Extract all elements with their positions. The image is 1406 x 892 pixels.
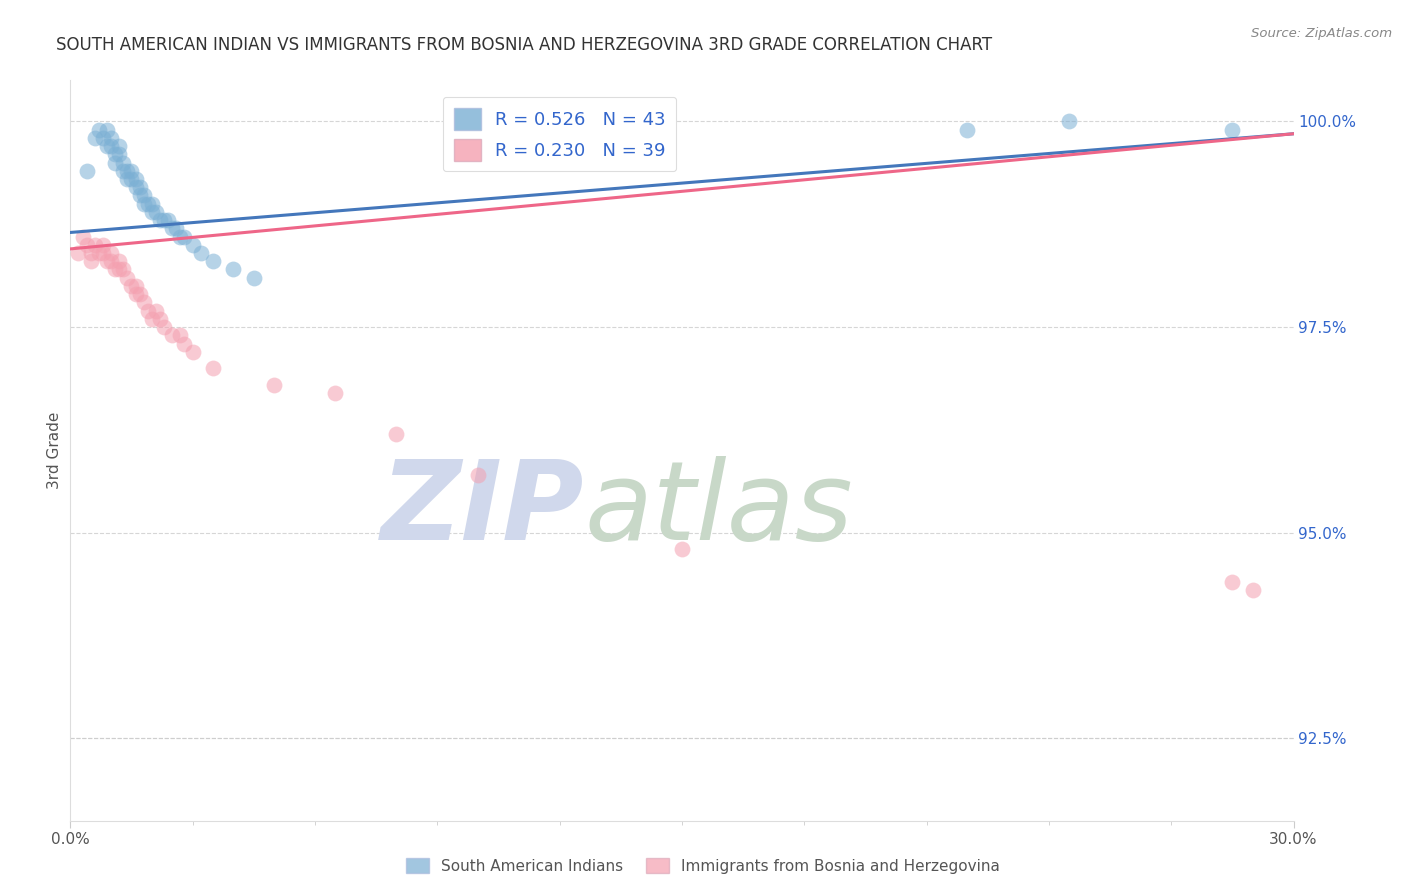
Point: [83, 237, 105, 252]
Point: [157, 213, 180, 227]
Point: [124, 180, 146, 194]
Point: [100, 139, 122, 153]
Point: [136, 303, 159, 318]
Legend: R = 0.526   N = 43, R = 0.230   N = 39: R = 0.526 N = 43, R = 0.230 N = 39: [443, 96, 676, 171]
Point: [1220, 575, 1243, 590]
Point: [67, 246, 90, 260]
Point: [117, 163, 139, 178]
Point: [128, 287, 150, 301]
Point: [91, 131, 114, 145]
Text: Source: ZipAtlas.com: Source: ZipAtlas.com: [1251, 27, 1392, 40]
Point: [243, 270, 266, 285]
Text: ZIP: ZIP: [381, 456, 583, 563]
Point: [162, 221, 183, 235]
Point: [141, 205, 163, 219]
Point: [153, 213, 176, 227]
Point: [202, 361, 225, 376]
Point: [190, 246, 212, 260]
Text: SOUTH AMERICAN INDIAN VS IMMIGRANTS FROM BOSNIA AND HERZEGOVINA 3RD GRADE CORREL: SOUTH AMERICAN INDIAN VS IMMIGRANTS FROM…: [56, 36, 993, 54]
Point: [153, 320, 176, 334]
Point: [72, 229, 94, 244]
Text: atlas: atlas: [583, 456, 852, 563]
Point: [173, 336, 195, 351]
Point: [121, 172, 143, 186]
Point: [181, 344, 204, 359]
Point: [467, 468, 489, 483]
Point: [202, 254, 225, 268]
Point: [91, 237, 114, 252]
Point: [323, 385, 347, 400]
Point: [165, 221, 187, 235]
Point: [117, 270, 139, 285]
Point: [1241, 583, 1264, 598]
Point: [96, 254, 118, 268]
Y-axis label: 3rd Grade: 3rd Grade: [46, 412, 62, 489]
Point: [132, 196, 155, 211]
Point: [112, 262, 135, 277]
Point: [121, 279, 143, 293]
Point: [385, 427, 408, 442]
Point: [87, 246, 110, 260]
Point: [79, 254, 103, 268]
Point: [145, 303, 167, 318]
Point: [671, 542, 693, 557]
Point: [108, 262, 131, 277]
Point: [91, 246, 114, 260]
Point: [108, 139, 131, 153]
Point: [96, 122, 118, 136]
Point: [169, 328, 191, 343]
Point: [76, 163, 98, 178]
Legend: South American Indians, Immigrants from Bosnia and Herzegovina: South American Indians, Immigrants from …: [399, 852, 1007, 880]
Point: [1057, 114, 1080, 128]
Point: [181, 237, 204, 252]
Point: [87, 122, 110, 136]
Point: [141, 196, 163, 211]
Point: [956, 122, 979, 136]
Point: [83, 131, 105, 145]
Point: [108, 254, 131, 268]
Point: [128, 180, 150, 194]
Point: [145, 205, 167, 219]
Point: [112, 155, 135, 169]
Point: [173, 229, 195, 244]
Point: [128, 188, 150, 202]
Point: [222, 262, 245, 277]
Point: [104, 155, 127, 169]
Point: [100, 246, 122, 260]
Point: [1220, 122, 1243, 136]
Point: [263, 377, 285, 392]
Point: [108, 147, 131, 161]
Point: [112, 163, 135, 178]
Point: [162, 328, 183, 343]
Point: [124, 172, 146, 186]
Point: [149, 311, 172, 326]
Point: [132, 188, 155, 202]
Point: [100, 254, 122, 268]
Point: [121, 163, 143, 178]
Point: [169, 229, 191, 244]
Point: [100, 131, 122, 145]
Point: [149, 213, 172, 227]
Point: [124, 287, 146, 301]
Point: [132, 295, 155, 310]
Point: [79, 246, 103, 260]
Point: [117, 172, 139, 186]
Point: [104, 147, 127, 161]
Point: [104, 262, 127, 277]
Point: [76, 237, 98, 252]
Point: [96, 139, 118, 153]
Point: [141, 311, 163, 326]
Point: [136, 196, 159, 211]
Point: [124, 279, 146, 293]
